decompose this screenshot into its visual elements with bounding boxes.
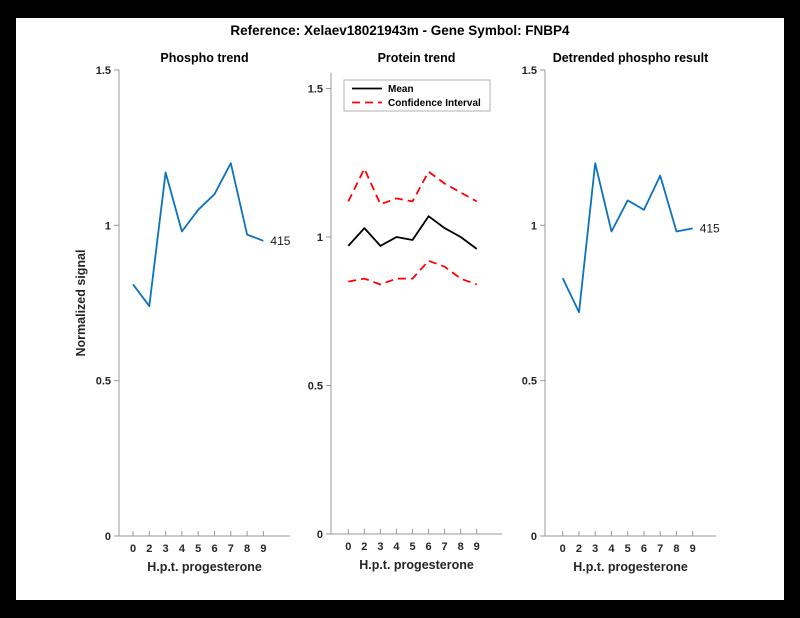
x-tick-label: 9 xyxy=(474,541,480,553)
figure-title: Reference: Xelaev18021943m - Gene Symbol… xyxy=(230,23,570,38)
legend-box xyxy=(343,79,491,112)
x-tick-label: 2 xyxy=(361,541,367,553)
legend-item-label: Confidence Interval xyxy=(388,98,481,109)
series-line-mean xyxy=(347,215,478,250)
x-tick-label: 7 xyxy=(442,541,448,553)
x-tick-label: 5 xyxy=(195,543,201,555)
x-tick-label: 6 xyxy=(211,543,217,555)
x-tick-label: 4 xyxy=(179,543,186,555)
figure-svg: Reference: Xelaev18021943m - Gene Symbol… xyxy=(74,23,720,574)
x-tick-label: 4 xyxy=(393,541,400,553)
subplot-title: Protein trend xyxy=(378,51,456,65)
x-tick-label: 7 xyxy=(657,543,663,555)
x-tick-label: 4 xyxy=(608,543,615,555)
y-tick-label: 1.5 xyxy=(522,65,537,77)
x-tick-label: 6 xyxy=(425,541,431,553)
x-tick-label: 8 xyxy=(673,543,679,555)
x-tick-label: 0 xyxy=(560,543,566,555)
series-line-detrended-phospho-signal xyxy=(561,162,693,314)
x-tick-label: 9 xyxy=(260,543,266,555)
x-tick-label: 8 xyxy=(458,541,464,553)
x-tick-label: 0 xyxy=(130,543,136,555)
y-tick-label: 0.5 xyxy=(308,381,323,393)
x-tick-label: 7 xyxy=(228,543,234,555)
x-axis-label: H.p.t. progesterone xyxy=(147,560,262,574)
legend-item-label: Mean xyxy=(388,84,414,95)
subplot-detrended-phospho-result: 00.511.50 2 3 4 5 6 7 8 9H.p.t. progesteroneDetr… xyxy=(522,51,720,574)
series-line-ci-lower xyxy=(348,259,478,286)
x-tick-label: 6 xyxy=(641,543,647,555)
y-tick-label: 0 xyxy=(105,531,111,543)
x-tick-label: 8 xyxy=(244,543,250,555)
legend: Mean Confidence Interval xyxy=(343,79,491,112)
axis-lines xyxy=(544,70,716,537)
y-axis-label: Normalized signal xyxy=(74,250,88,357)
x-tick-label: 3 xyxy=(592,543,598,555)
y-tick-label: 1.5 xyxy=(96,65,111,77)
x-tick-label: 5 xyxy=(625,543,631,555)
y-tick-label: 0 xyxy=(317,529,323,541)
figure-area: Reference: Xelaev18021943m - Gene Symbol… xyxy=(16,18,784,600)
subplots-group: 00.511.50 2 3 4 5 6 7 8 9H.p.t. progesteronePhos… xyxy=(74,51,720,574)
subplot-phospho-trend: 00.511.50 2 3 4 5 6 7 8 9H.p.t. progesteronePhos… xyxy=(74,51,291,574)
series-line-phospho-signal xyxy=(132,162,264,308)
y-tick-label: 0 xyxy=(531,531,537,543)
series-end-label: 415 xyxy=(700,221,720,235)
subplot-title: Phospho trend xyxy=(160,51,248,65)
x-tick-label: 3 xyxy=(377,541,383,553)
axis-lines xyxy=(330,73,502,535)
x-tick-label: 2 xyxy=(576,543,582,555)
x-tick-label: 2 xyxy=(146,543,152,555)
y-tick-label: 1.5 xyxy=(308,84,323,96)
x-tick-label: 3 xyxy=(163,543,169,555)
y-tick-label: 1 xyxy=(317,232,323,244)
y-tick-label: 1 xyxy=(531,220,537,232)
x-axis-label: H.p.t. progesterone xyxy=(359,558,474,572)
x-tick-label: 5 xyxy=(409,541,415,553)
series-line-ci-upper xyxy=(347,167,478,206)
series-end-label: 415 xyxy=(270,234,290,248)
x-tick-label: 9 xyxy=(690,543,696,555)
x-axis-label: H.p.t. progesterone xyxy=(573,560,688,574)
x-tick-label: 0 xyxy=(345,541,351,553)
subplot-title: Detrended phospho result xyxy=(553,51,709,65)
subplot-protein-trend: 00.511.50 2 3 4 5 6 7 8 9H.p.t. progesteroneProt… xyxy=(308,51,502,572)
y-tick-label: 0.5 xyxy=(96,376,111,388)
axis-lines xyxy=(118,70,290,537)
y-tick-label: 1 xyxy=(105,220,111,232)
y-tick-label: 0.5 xyxy=(522,376,537,388)
